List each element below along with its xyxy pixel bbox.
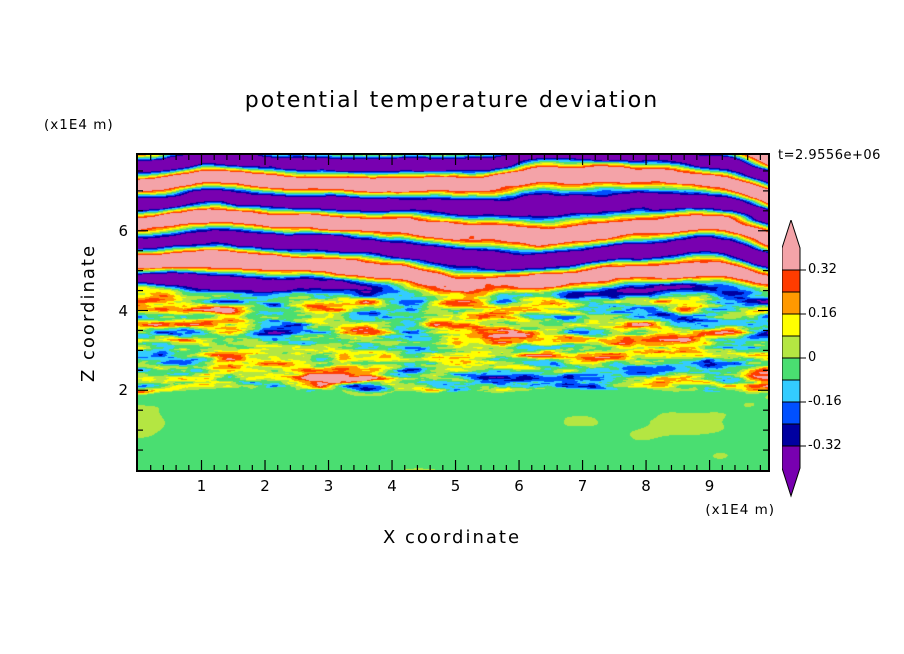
x-tick-label: 3 bbox=[323, 477, 334, 495]
colorbar-segment bbox=[782, 423, 801, 447]
x-tick-label: 5 bbox=[450, 477, 461, 495]
z-tick-label: 4 bbox=[118, 301, 128, 320]
x-tick-label: 2 bbox=[260, 477, 270, 495]
z-tick-label: 2 bbox=[118, 381, 128, 400]
x-tick-labels: 1 2 3 4 5 6 7 8 9 bbox=[138, 477, 768, 497]
colorbar bbox=[782, 220, 806, 498]
colorbar-segment bbox=[782, 335, 801, 359]
x-tick-label: 8 bbox=[641, 477, 651, 495]
colorbar-level-label: -0.16 bbox=[808, 394, 842, 409]
colorbar-arrow-low bbox=[782, 445, 801, 498]
colorbar-segment bbox=[782, 269, 801, 293]
chart-title: potential temperature deviation bbox=[244, 88, 660, 113]
colorbar-segment bbox=[782, 401, 801, 425]
z-axis-unit-label: (x1E4 m) bbox=[44, 117, 114, 133]
x-tick-label: 7 bbox=[577, 477, 588, 495]
colorbar-labels: 0.32 0.16 0 -0.16 -0.32 bbox=[808, 220, 868, 500]
z-tick-label: 6 bbox=[118, 221, 128, 240]
x-tick-label: 6 bbox=[514, 477, 524, 495]
colorbar-arrow-high bbox=[782, 220, 801, 271]
contour-field-canvas bbox=[138, 155, 768, 470]
colorbar-level-label: -0.32 bbox=[808, 438, 842, 453]
z-tick-labels: 2 4 6 bbox=[98, 155, 128, 470]
colorbar-level-label: 0.32 bbox=[808, 262, 837, 277]
time-annotation: t=2.9556e+06 bbox=[778, 148, 881, 163]
colorbar-segment bbox=[782, 379, 801, 403]
colorbar-level-label: 0 bbox=[808, 350, 817, 365]
z-axis-title: Z coordinate bbox=[78, 243, 99, 383]
x-tick-label: 1 bbox=[196, 477, 207, 495]
plot-area bbox=[136, 153, 770, 472]
colorbar-level-label: 0.16 bbox=[808, 306, 837, 321]
x-axis-unit-label: (x1E4 m) bbox=[705, 502, 775, 518]
x-tick-label: 4 bbox=[387, 477, 397, 495]
x-tick-label: 9 bbox=[704, 477, 715, 495]
colorbar-segment bbox=[782, 357, 801, 381]
colorbar-segment bbox=[782, 313, 801, 337]
colorbar-segment bbox=[782, 291, 801, 315]
x-axis-title: X coordinate bbox=[382, 527, 522, 548]
